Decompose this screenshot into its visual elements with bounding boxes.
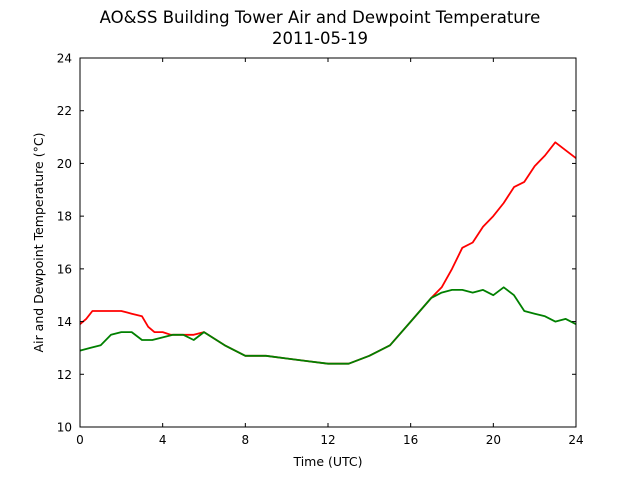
x-axis-label: Time (UTC) [292, 454, 362, 469]
x-tick-label: 0 [76, 433, 84, 447]
x-tick-label: 20 [486, 433, 501, 447]
x-tick-label: 4 [159, 433, 167, 447]
chart-title: AO&SS Building Tower Air and Dewpoint Te… [99, 8, 541, 27]
x-tick-label: 24 [568, 433, 583, 447]
y-tick-label: 16 [57, 262, 72, 276]
x-tick-label: 12 [320, 433, 335, 447]
y-tick-label: 10 [57, 421, 72, 435]
y-tick-label: 14 [57, 315, 72, 329]
y-tick-label: 20 [57, 157, 72, 171]
y-tick-label: 22 [57, 104, 72, 118]
chart-subtitle: 2011-05-19 [272, 29, 368, 48]
y-axis-label: Air and Dewpoint Temperature (°C) [31, 133, 46, 353]
y-tick-label: 12 [57, 368, 72, 382]
x-tick-label: 16 [403, 433, 418, 447]
y-tick-label: 24 [57, 52, 72, 66]
y-tick-label: 18 [57, 210, 72, 224]
series-line-2 [79, 286, 577, 365]
plot-frame [79, 57, 577, 428]
series-line-1 [79, 141, 577, 365]
x-tick-label: 8 [242, 433, 250, 447]
